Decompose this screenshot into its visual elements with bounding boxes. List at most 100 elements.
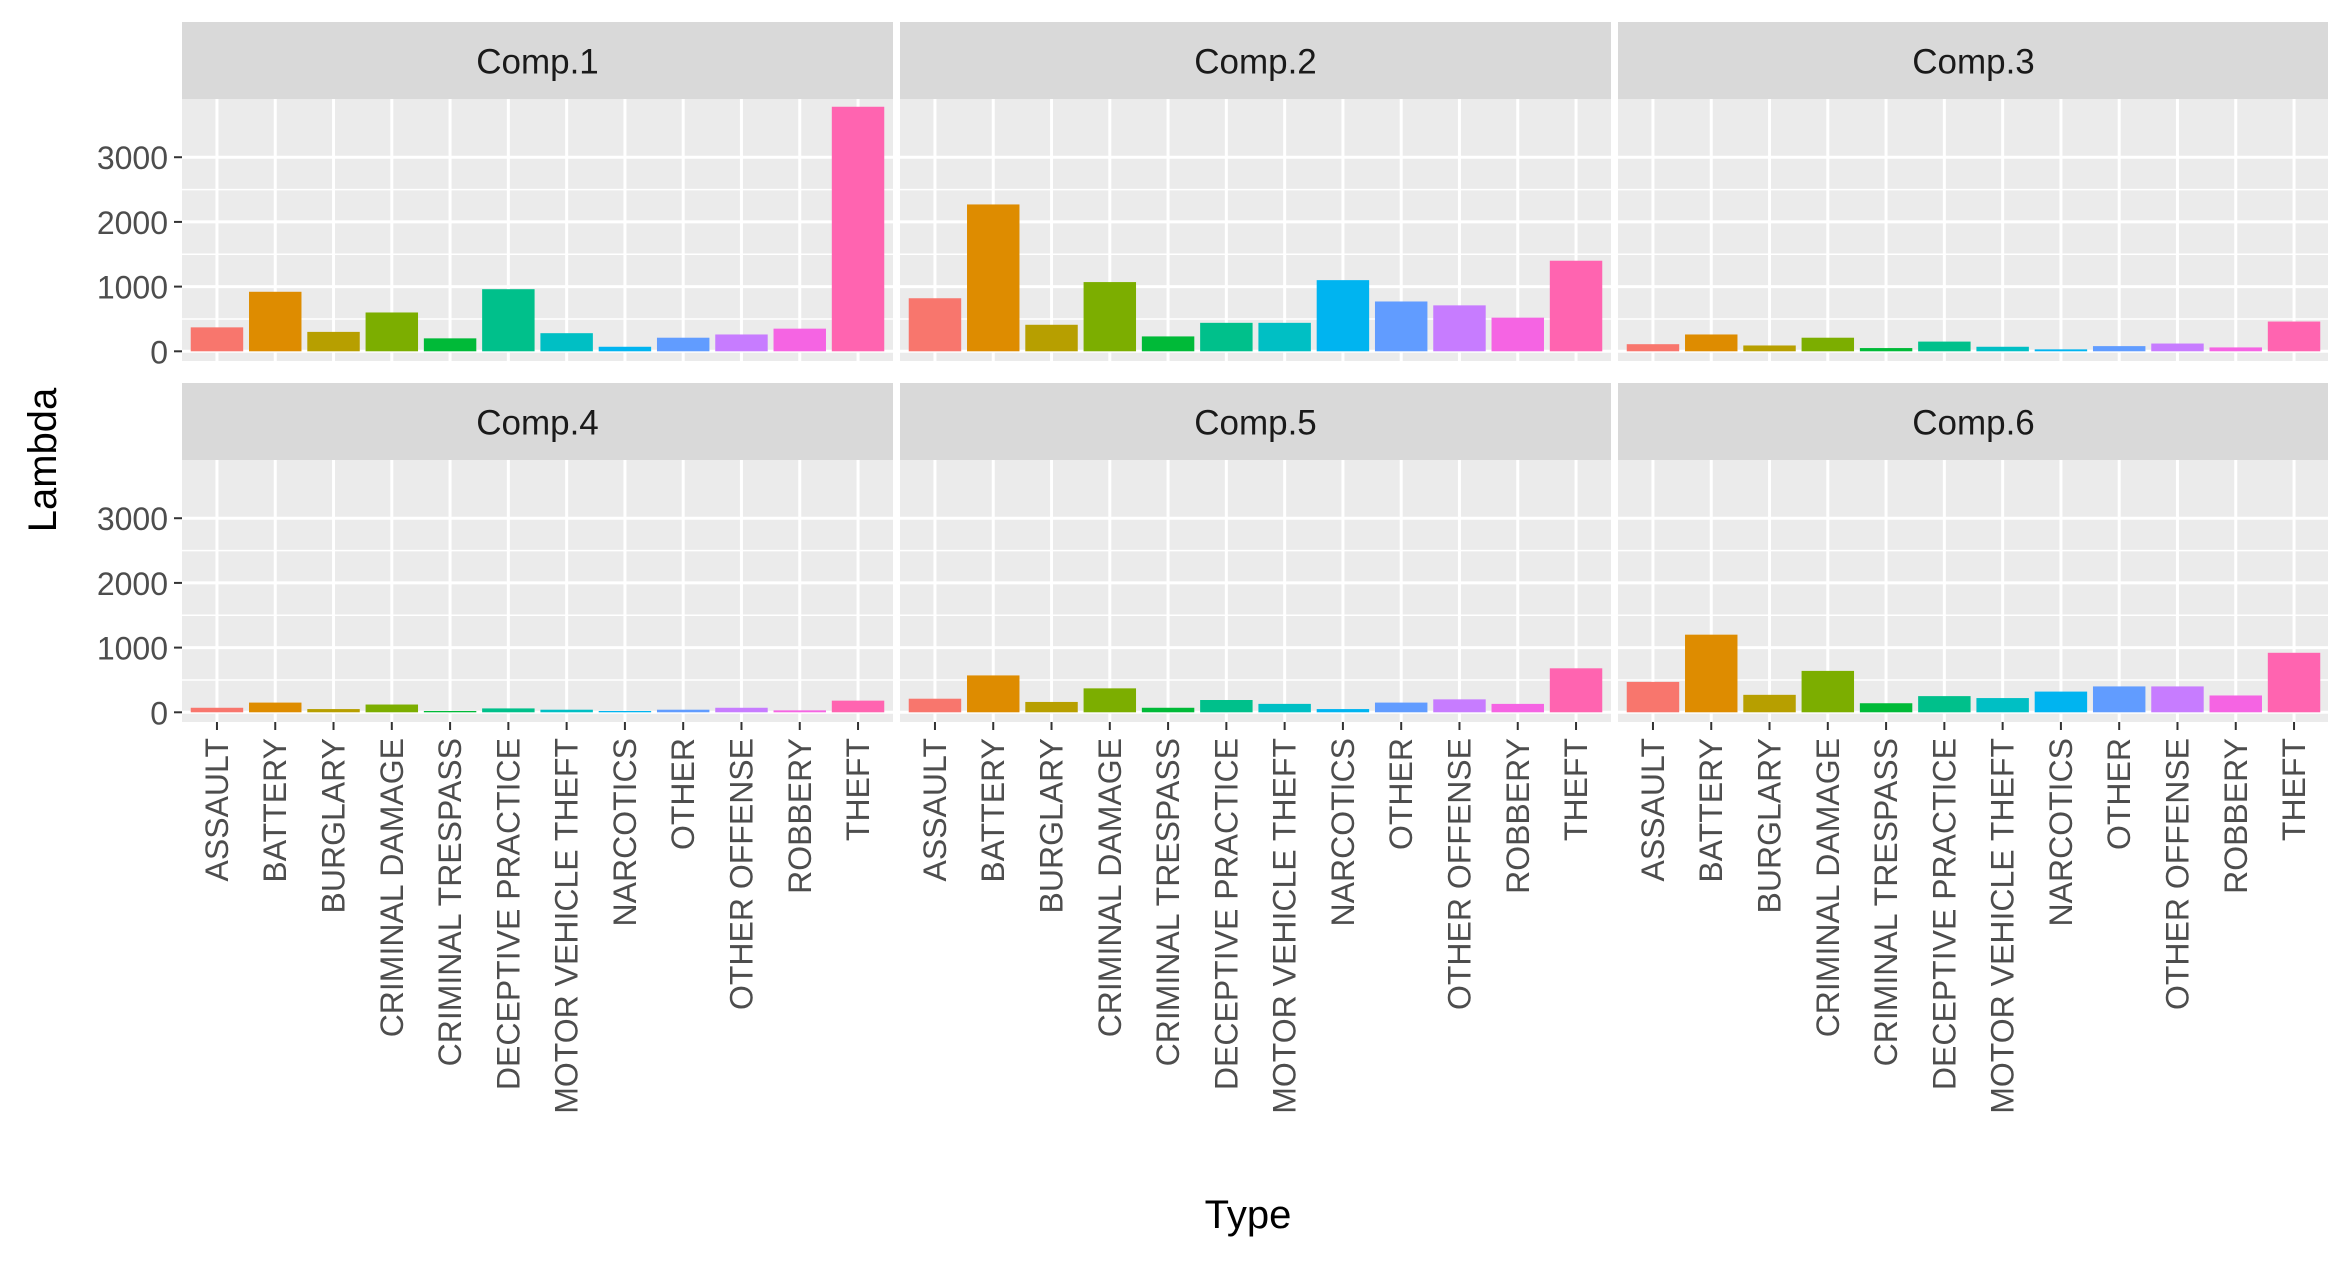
bar-comp-4-narcotics (598, 711, 652, 713)
bar-comp-5-criminal-damage (1083, 688, 1137, 713)
x-tick-label-other-offense: OTHER OFFENSE (723, 738, 759, 1010)
bar-comp-2-assault (908, 298, 962, 352)
x-tick-label-other: OTHER (665, 738, 701, 850)
x-tick-label-criminal-damage: CRIMINAL DAMAGE (374, 738, 410, 1037)
y-tick-label: 3000 (97, 140, 168, 176)
x-tick-label-deceptive-practice: DECEPTIVE PRACTICE (490, 738, 526, 1090)
x-tick-label-criminal-damage: CRIMINAL DAMAGE (1092, 738, 1128, 1037)
bar-comp-6-other-offense (2151, 686, 2204, 713)
bar-comp-1-motor-vehicle-theft (540, 333, 593, 352)
strip-label-comp-2: Comp.2 (1194, 43, 1317, 82)
bar-comp-2-theft (1549, 260, 1603, 352)
bar-comp-1-theft (831, 106, 885, 352)
bar-comp-4-robbery (773, 710, 826, 713)
bar-comp-3-criminal-trespass (1859, 348, 1913, 352)
bar-comp-5-burglary (1025, 701, 1078, 713)
x-tick-label-burglary: BURGLARY (1752, 738, 1788, 913)
bar-comp-1-other (656, 337, 710, 352)
plot-area-comp-3 (1618, 99, 2328, 361)
x-tick-label-narcotics: NARCOTICS (2043, 738, 2079, 926)
x-tick-label-narcotics: NARCOTICS (607, 738, 643, 926)
x-tick-label-other-offense: OTHER OFFENSE (1441, 738, 1477, 1010)
bar-comp-6-narcotics (2034, 691, 2088, 713)
bar-comp-4-criminal-trespass (423, 711, 477, 713)
x-tick-label-battery: BATTERY (975, 738, 1011, 883)
bar-comp-3-narcotics (2034, 349, 2088, 352)
bar-comp-3-theft (2267, 321, 2321, 352)
x-tick-label-deceptive-practice: DECEPTIVE PRACTICE (1208, 738, 1244, 1090)
x-tick-label-criminal-trespass: CRIMINAL TRESPASS (1868, 738, 1904, 1066)
bar-comp-4-criminal-damage (365, 704, 419, 713)
bar-comp-2-other-offense (1433, 305, 1486, 352)
panel-comp-4: Comp.4 0 1000 2000 3000 ASSAULT BATTERY BURGLAR… (97, 383, 893, 1114)
bar-comp-1-robbery (773, 328, 826, 352)
x-tick-label-burglary: BURGLARY (1034, 738, 1070, 913)
y-tick-label: 1000 (97, 270, 168, 306)
strip-comp-6 (1618, 383, 2328, 460)
bar-comp-2-burglary (1025, 324, 1078, 352)
y-axis-title: Lambda (21, 387, 65, 532)
x-tick-label-criminal-damage: CRIMINAL DAMAGE (1810, 738, 1846, 1037)
bar-comp-3-assault (1626, 344, 1680, 352)
x-tick-label-other: OTHER (1383, 738, 1419, 850)
x-tick-label-robbery: ROBBERY (782, 738, 818, 894)
strip-label-comp-6: Comp.6 (1912, 404, 2035, 443)
bar-comp-3-robbery (2209, 347, 2262, 352)
bar-comp-2-other (1374, 301, 1428, 352)
bar-comp-3-burglary (1743, 345, 1796, 352)
bar-comp-3-motor-vehicle-theft (1976, 346, 2029, 352)
bar-comp-1-deceptive-practice (482, 289, 535, 352)
bar-comp-1-burglary (307, 331, 360, 352)
bar-comp-5-other-offense (1433, 699, 1486, 713)
bar-comp-2-criminal-damage (1083, 282, 1137, 352)
bar-comp-4-burglary (307, 709, 360, 713)
panel-comp-5: Comp.5 ASSAULT BATTERY BURGLARY CRIMINAL DAM… (900, 383, 1611, 1114)
x-tick-label-narcotics: NARCOTICS (1325, 738, 1361, 926)
strip-comp-3 (1618, 22, 2328, 99)
bar-comp-4-other-offense (715, 707, 768, 713)
bar-comp-1-battery (249, 291, 302, 352)
bar-comp-5-motor-vehicle-theft (1258, 703, 1311, 713)
strip-label-comp-1: Comp.1 (476, 43, 599, 82)
bar-comp-3-deceptive-practice (1918, 341, 1971, 352)
bar-comp-3-other-offense (2151, 343, 2204, 352)
bar-comp-6-burglary (1743, 694, 1796, 713)
bar-comp-5-assault (908, 698, 962, 713)
y-tick-label: 0 (150, 695, 168, 731)
x-tick-label-battery: BATTERY (1693, 738, 1729, 883)
panel-comp-1: Comp.1 0 1000 2000 3000 (97, 22, 893, 370)
x-tick-label-assault: ASSAULT (199, 738, 235, 881)
x-tick-label-other: OTHER (2101, 738, 2137, 850)
bar-comp-6-battery (1685, 634, 1738, 713)
y-tick-label: 2000 (97, 566, 168, 602)
bar-comp-4-motor-vehicle-theft (540, 709, 593, 713)
y-tick-label: 3000 (97, 501, 168, 537)
x-tick-label-other-offense: OTHER OFFENSE (2159, 738, 2195, 1010)
strip-comp-4 (182, 383, 893, 460)
bar-comp-5-narcotics (1316, 709, 1370, 713)
x-axis-title: Type (1205, 1193, 1292, 1237)
bar-comp-1-criminal-trespass (423, 338, 477, 352)
x-tick-label-motor-vehicle-theft: MOTOR VEHICLE THEFT (549, 738, 585, 1114)
x-tick-label-theft: THEFT (1558, 738, 1594, 841)
strip-label-comp-4: Comp.4 (476, 404, 599, 443)
bar-comp-4-battery (249, 702, 302, 713)
bar-comp-2-robbery (1491, 317, 1544, 352)
bar-comp-6-assault (1626, 681, 1680, 713)
x-tick-label-assault: ASSAULT (1635, 738, 1671, 881)
bar-comp-1-criminal-damage (365, 312, 419, 352)
x-tick-label-assault: ASSAULT (917, 738, 953, 881)
bar-comp-4-assault (190, 707, 244, 713)
panel-comp-2: Comp.2 (900, 22, 1611, 361)
bar-comp-6-robbery (2209, 695, 2262, 713)
x-tick-label-battery: BATTERY (257, 738, 293, 883)
bar-comp-5-robbery (1491, 703, 1544, 713)
x-tick-label-criminal-trespass: CRIMINAL TRESPASS (1150, 738, 1186, 1066)
x-tick-label-theft: THEFT (2276, 738, 2312, 841)
plot-area-comp-4 (182, 460, 893, 722)
y-tick-label: 2000 (97, 205, 168, 241)
x-tick-label-motor-vehicle-theft: MOTOR VEHICLE THEFT (1267, 738, 1303, 1114)
bar-comp-1-other-offense (715, 334, 768, 352)
